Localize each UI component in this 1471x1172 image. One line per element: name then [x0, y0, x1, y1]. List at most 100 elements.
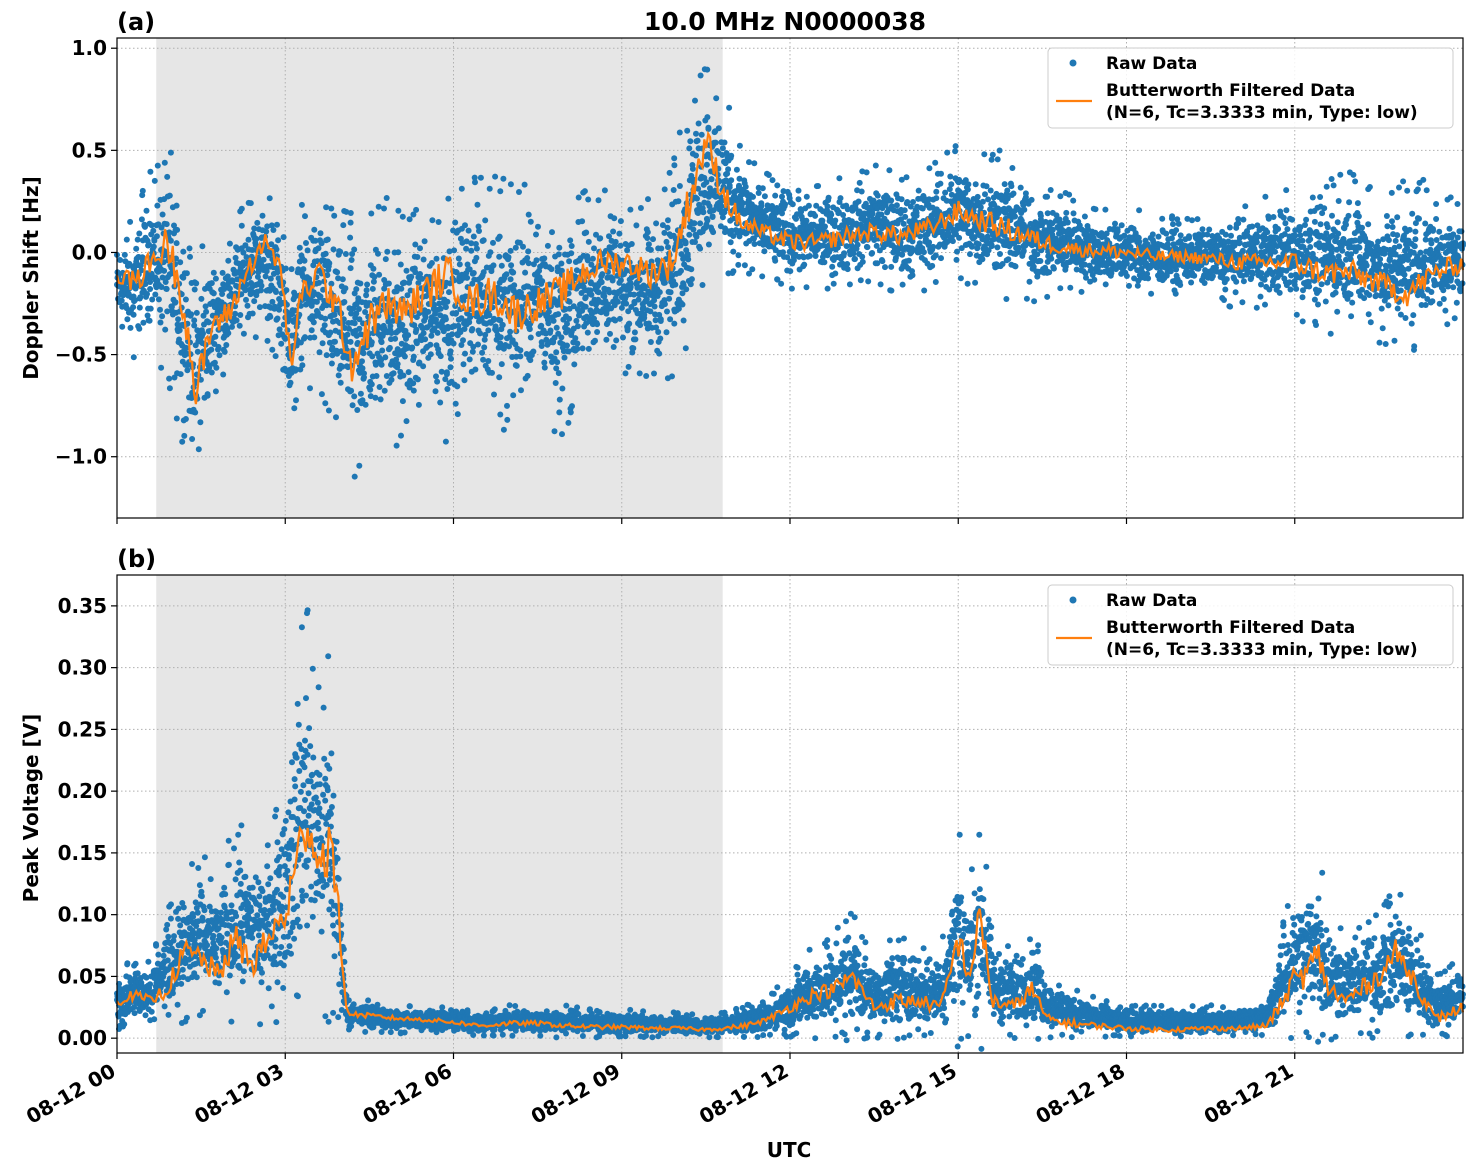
raw-data-point — [761, 248, 768, 255]
raw-data-point — [869, 250, 876, 256]
raw-data-point — [158, 284, 165, 290]
raw-data-point — [287, 379, 294, 386]
raw-data-point — [518, 387, 524, 394]
raw-data-point — [252, 242, 259, 249]
raw-data-point — [665, 244, 671, 251]
raw-data-point — [663, 238, 670, 245]
raw-data-point — [690, 226, 697, 233]
raw-data-point — [1383, 213, 1390, 219]
raw-data-point — [346, 325, 352, 332]
raw-data-point — [774, 182, 781, 189]
raw-data-point — [182, 296, 189, 303]
raw-data-point — [1307, 244, 1314, 250]
raw-data-point — [210, 269, 217, 276]
raw-data-point — [697, 245, 704, 252]
raw-data-point — [485, 358, 492, 364]
raw-data-point — [656, 289, 663, 296]
raw-data-point — [359, 358, 365, 365]
raw-data-point — [977, 204, 984, 211]
raw-data-point — [254, 219, 261, 226]
raw-data-point — [162, 326, 169, 333]
raw-data-point — [512, 244, 519, 251]
raw-data-point — [183, 270, 190, 277]
raw-data-point — [1102, 281, 1109, 288]
raw-data-point — [541, 359, 548, 366]
raw-data-point — [262, 273, 269, 280]
raw-data-point — [322, 250, 329, 257]
raw-data-point — [637, 322, 644, 329]
raw-data-point — [118, 297, 125, 304]
raw-data-point — [1026, 278, 1033, 285]
raw-data-point — [1236, 239, 1243, 246]
raw-data-point — [236, 322, 243, 329]
raw-data-point — [616, 230, 623, 237]
raw-data-point — [1396, 243, 1403, 250]
raw-data-point — [832, 217, 839, 224]
raw-data-point — [821, 259, 828, 266]
raw-data-point — [126, 260, 133, 267]
raw-data-point — [1249, 270, 1256, 277]
raw-data-point — [444, 298, 451, 305]
raw-data-point — [683, 286, 690, 293]
raw-data-point — [167, 237, 174, 244]
raw-data-point — [1044, 193, 1051, 200]
raw-data-point — [385, 318, 392, 325]
raw-data-point — [416, 359, 423, 366]
raw-data-point — [373, 373, 380, 379]
raw-data-point — [159, 313, 166, 320]
raw-data-point — [210, 290, 217, 297]
raw-data-point — [1286, 279, 1293, 286]
raw-data-point — [205, 319, 212, 326]
raw-data-point — [251, 225, 258, 232]
raw-data-point — [920, 249, 927, 256]
raw-data-point — [268, 222, 275, 229]
raw-data-point — [1318, 281, 1325, 288]
raw-data-point — [198, 295, 205, 302]
raw-data-point — [672, 281, 679, 288]
raw-data-point — [656, 350, 663, 357]
raw-data-point — [854, 241, 861, 248]
raw-data-point — [351, 393, 358, 400]
raw-data-point — [525, 211, 532, 218]
raw-data-point — [492, 323, 499, 330]
raw-data-point — [357, 390, 364, 397]
raw-data-point — [304, 247, 311, 254]
raw-data-point — [1239, 299, 1246, 306]
raw-data-point — [1177, 232, 1184, 239]
raw-data-point — [353, 310, 360, 317]
raw-data-point — [212, 275, 219, 282]
raw-data-point — [1322, 298, 1329, 305]
raw-data-point — [420, 256, 427, 263]
raw-data-point — [367, 386, 374, 393]
raw-data-point — [1070, 210, 1077, 217]
raw-data-point — [342, 285, 349, 292]
raw-data-point — [399, 322, 406, 328]
raw-data-point — [369, 353, 376, 360]
raw-data-point — [712, 139, 719, 146]
raw-data-point — [491, 391, 497, 398]
raw-data-point — [812, 253, 819, 259]
raw-data-point — [1397, 287, 1404, 294]
raw-data-point — [472, 241, 479, 247]
raw-data-point — [384, 248, 391, 255]
raw-data-point — [144, 312, 151, 319]
raw-data-point — [1222, 231, 1229, 238]
raw-data-point — [742, 183, 749, 190]
raw-data-point — [491, 315, 497, 322]
raw-data-point — [412, 241, 419, 248]
raw-data-point — [117, 257, 124, 263]
raw-data-point — [328, 280, 335, 287]
raw-data-point — [175, 316, 182, 323]
raw-data-point — [728, 152, 735, 159]
raw-data-point — [550, 317, 557, 324]
raw-data-point — [379, 347, 386, 354]
raw-data-point — [195, 446, 202, 453]
raw-data-point — [460, 361, 467, 368]
raw-data-point — [859, 258, 866, 265]
raw-data-point — [347, 265, 354, 272]
raw-data-point — [372, 394, 379, 401]
raw-data-point — [382, 354, 389, 361]
raw-data-point — [573, 267, 580, 274]
raw-data-point — [368, 339, 375, 346]
raw-data-point — [359, 397, 366, 404]
